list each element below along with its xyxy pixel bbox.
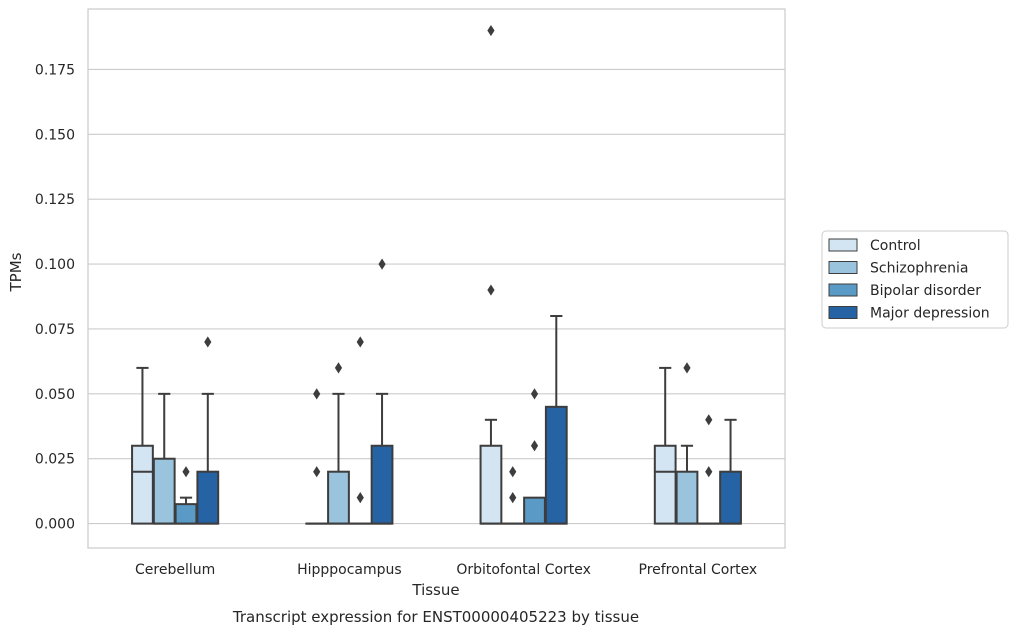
outlier-point (705, 414, 713, 426)
box-3-1 (370, 444, 394, 525)
outlier-point (487, 284, 495, 296)
y-tick-label: 0.125 (35, 192, 75, 208)
outlier-point (334, 362, 343, 374)
chart-caption: Transcript expression for ENST0000040522… (232, 608, 639, 626)
outlier-point (313, 388, 321, 400)
x-tick-label: Prefrontal Cortex (639, 562, 758, 578)
box-3-0 (196, 470, 220, 525)
x-axis-tick-labels: Cerebellum Hipppocampus Orbitofontal Corte… (135, 562, 757, 578)
outlier-point (530, 440, 539, 452)
legend-label: Control (870, 238, 921, 254)
box-elements (131, 24, 742, 525)
y-tick-label: 0.075 (35, 322, 75, 338)
legend-swatch (828, 283, 858, 297)
legend: Control Schizophrenia Bipolar disorder Majo… (821, 230, 1009, 329)
outlier-point (356, 492, 364, 504)
y-tick-label: 0.175 (35, 62, 75, 78)
box-2-0 (174, 503, 198, 525)
outlier-point (509, 466, 517, 478)
box-1-1 (327, 470, 350, 525)
y-axis-tick-labels: 0.000 0.025 0.050 0.075 0.100 0.125 0.150 0.175 (35, 62, 75, 532)
outlier-point (509, 492, 517, 504)
legend-swatch (828, 238, 858, 252)
legend-swatch (828, 261, 858, 274)
x-axis-label: Tissue (411, 581, 459, 599)
y-tick-label: 0.150 (35, 127, 75, 143)
legend-label: Bipolar disorder (870, 283, 981, 299)
outlier-point (313, 466, 321, 478)
box-0-2 (479, 444, 503, 525)
x-tick-label: Cerebellum (135, 562, 215, 578)
box-0-3 (653, 444, 677, 525)
box-3-2 (544, 405, 568, 525)
box-2-2 (523, 496, 546, 525)
outlier-point (182, 466, 190, 478)
outlier-point (204, 336, 212, 348)
outlier-point (530, 388, 539, 400)
box-0-0 (131, 444, 154, 525)
outlier-point (356, 336, 364, 348)
y-tick-label: 0.100 (35, 257, 75, 273)
legend-label: Schizophrenia (870, 261, 968, 277)
x-tick-label: Orbitofontal Cortex (456, 562, 591, 578)
y-tick-label: 0.000 (35, 517, 75, 533)
y-tick-label: 0.050 (35, 387, 75, 403)
legend-swatch (828, 306, 858, 319)
y-axis-label: TPMs (7, 252, 25, 292)
box-1-0 (152, 457, 176, 525)
box-3-3 (719, 470, 742, 525)
x-tick-label: Hipppocampus (297, 562, 402, 578)
legend-label: Major depression (870, 306, 990, 322)
outlier-point (705, 466, 713, 478)
y-tick-label: 0.025 (35, 452, 75, 468)
outlier-point (378, 258, 386, 270)
outlier-point (487, 24, 495, 37)
box-1-3 (675, 470, 699, 525)
plot-area-frame (87, 8, 786, 549)
legend-box (821, 230, 1009, 329)
outlier-point (683, 362, 691, 374)
